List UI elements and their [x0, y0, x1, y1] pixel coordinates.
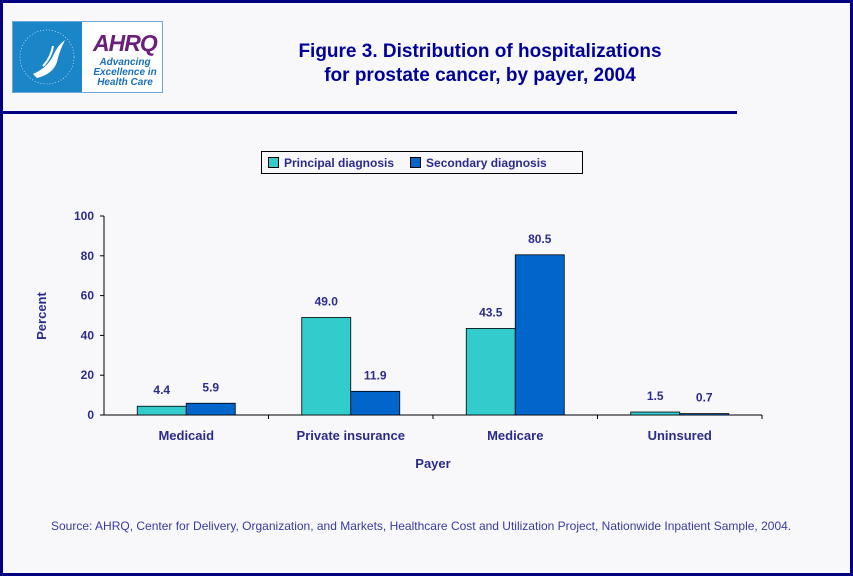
data-label: 1.5 — [647, 389, 664, 403]
x-tick-label: Medicare — [487, 428, 543, 443]
bar-principal — [465, 328, 516, 416]
header-divider — [3, 111, 737, 114]
y-tick-label: 60 — [81, 289, 95, 303]
title-line-1: Figure 3. Distribution of hospitalizatio… — [298, 41, 662, 62]
legend-item-principal: Principal diagnosis — [268, 156, 394, 170]
bar-principal — [630, 411, 681, 416]
y-tick-label: 40 — [81, 328, 95, 342]
bar-secondary — [350, 390, 401, 416]
x-tick-label: Private insurance — [297, 428, 405, 443]
legend-item-secondary: Secondary diagnosis — [410, 156, 547, 170]
y-tick-label: 80 — [81, 249, 95, 263]
bar-principal — [301, 317, 352, 416]
data-label: 49.0 — [315, 294, 339, 308]
chart-title: Figure 3. Distribution of hospitalizatio… — [220, 40, 740, 88]
data-label: 0.7 — [696, 391, 713, 405]
bar-principal — [136, 405, 187, 416]
logo-tagline: Advancing Excellence in Health Care — [93, 57, 157, 88]
data-label: 43.5 — [479, 305, 503, 319]
data-label: 80.5 — [528, 232, 552, 246]
y-axis-title: Percent — [34, 291, 49, 339]
data-label: 4.4 — [153, 383, 170, 397]
title-line-2: for prostate cancer, by payer, 2004 — [324, 65, 636, 86]
ahrq-wordmark: AHRQ — [93, 30, 158, 56]
y-tick-label: 20 — [81, 368, 95, 382]
legend-label: Secondary diagnosis — [426, 155, 547, 170]
legend-swatch — [268, 156, 279, 168]
source-note: Source: AHRQ, Center for Delivery, Organ… — [51, 519, 792, 533]
data-label: 11.9 — [364, 368, 387, 382]
ahrq-logo: AHRQ Advancing Excellence in Health Care — [12, 21, 163, 93]
y-tick-label: 0 — [87, 408, 94, 422]
x-tick-label: Uninsured — [648, 428, 712, 443]
legend-swatch — [410, 156, 422, 168]
legend-label: Principal diagnosis — [284, 155, 395, 170]
data-label: 5.9 — [202, 380, 219, 394]
x-tick-label: Medicaid — [158, 428, 214, 443]
bar-secondary — [679, 413, 730, 416]
x-axis-title: Payer — [415, 456, 450, 471]
bar-secondary — [185, 402, 236, 416]
y-tick-label: 100 — [74, 209, 94, 223]
hhs-eagle-logo — [13, 22, 82, 92]
legend: Principal diagnosis Secondary diagnosis — [261, 151, 583, 174]
bar-secondary — [514, 254, 565, 416]
